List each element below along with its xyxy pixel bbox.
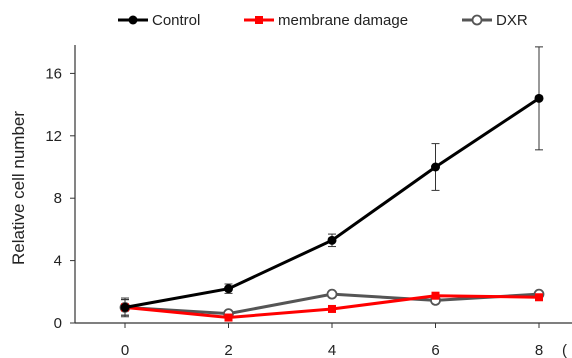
x-tick-label: 2: [224, 342, 232, 358]
data-point: [534, 93, 544, 103]
legend-label: Control: [152, 12, 200, 29]
legend-label: DXR: [496, 12, 528, 29]
data-point: [431, 162, 440, 172]
plot-area: [119, 46, 545, 322]
data-point: [224, 284, 233, 294]
x-tick-label: 6: [431, 342, 439, 358]
y-tick-label: 8: [54, 190, 62, 207]
data-point: [326, 288, 338, 300]
y-tick-label: 4: [54, 253, 62, 270]
series-control: [120, 46, 544, 316]
x-tick-label: 8: [535, 342, 543, 358]
axes: Relative cell number (: [9, 45, 572, 358]
x-tick-label: 0: [121, 342, 129, 358]
y-tick-label: 12: [45, 128, 62, 145]
data-point: [328, 304, 336, 313]
legend-item: membrane damage: [244, 12, 408, 29]
x-ticks: 0 2 4 6 8: [121, 323, 543, 358]
data-point: [120, 302, 130, 312]
legend-swatch-marker: [128, 15, 138, 25]
legend-swatch-marker: [255, 16, 263, 24]
x-tick-label: 4: [328, 342, 336, 358]
series-line: [124, 97, 540, 309]
legend-swatch-marker: [471, 14, 483, 26]
data-point: [224, 313, 233, 322]
data-point: [431, 291, 440, 300]
data-point: [535, 293, 543, 302]
legend: Control membrane damage DXR: [118, 12, 528, 29]
data-point: [327, 235, 337, 245]
legend-item: Control: [118, 12, 200, 29]
x-axis-unit-partial: (: [562, 342, 567, 358]
y-tick-label: 16: [45, 65, 62, 82]
y-ticks: 0 4 8 12 16: [45, 65, 75, 332]
y-axis-title: Relative cell number: [9, 111, 28, 265]
y-tick-label: 0: [54, 315, 62, 332]
legend-item: DXR: [462, 12, 528, 29]
legend-label: membrane damage: [278, 12, 408, 29]
